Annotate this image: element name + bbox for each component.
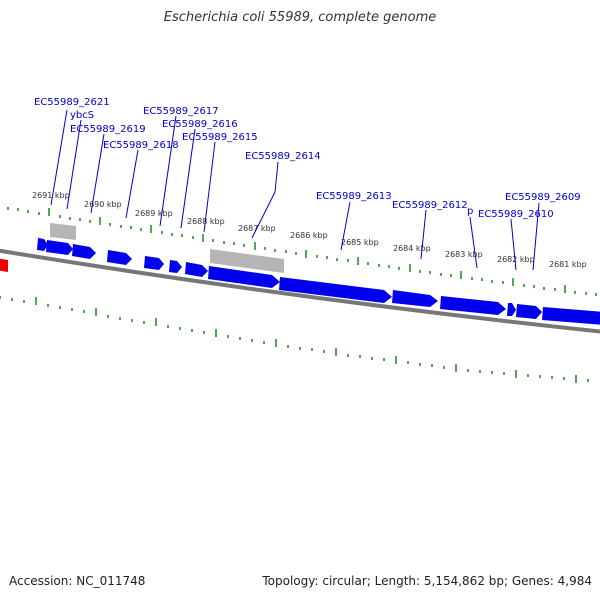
gene-label-ec55989-2613[interactable]: EC55989_2613 bbox=[316, 191, 392, 202]
gene-arrow-2[interactable] bbox=[46, 240, 73, 255]
leader-line bbox=[125, 149, 139, 219]
map-title: Escherichia coli 55989, complete genome bbox=[163, 10, 437, 25]
gene-label-ec55989-2610[interactable]: EC55989_2610 bbox=[478, 209, 554, 220]
gene-arrow-10[interactable] bbox=[392, 290, 438, 307]
gene-label-ec55989-2617[interactable]: EC55989_2617 bbox=[143, 106, 219, 117]
gene-arrow-7[interactable] bbox=[185, 262, 208, 277]
gray-feature-2 bbox=[210, 249, 284, 273]
gene-label-p[interactable]: p bbox=[467, 206, 473, 217]
kbp-label: 2691 kbp bbox=[32, 191, 70, 200]
leader-line bbox=[203, 141, 216, 233]
leader-line bbox=[90, 133, 105, 214]
gene-arrow-6[interactable] bbox=[169, 260, 182, 273]
gene-leader-lines bbox=[50, 109, 540, 271]
gene-arrow-1[interactable] bbox=[37, 238, 48, 251]
gene-label-ec55989-2615[interactable]: EC55989_2615 bbox=[182, 132, 258, 143]
gene-arrow-3[interactable] bbox=[72, 244, 96, 259]
leader-line bbox=[159, 115, 177, 227]
leader-line bbox=[50, 109, 68, 206]
gene-arrow-14[interactable] bbox=[542, 307, 600, 325]
kbp-label: 2689 kbp bbox=[135, 209, 173, 218]
gene-arrow-12[interactable] bbox=[507, 303, 516, 316]
gene-arrow-8[interactable] bbox=[208, 266, 280, 288]
gene-arrow-11[interactable] bbox=[440, 296, 506, 315]
gene-label-ec55989-2621[interactable]: EC55989_2621 bbox=[34, 97, 110, 108]
kbp-label: 2686 kbp bbox=[290, 231, 328, 240]
genome-backbone bbox=[0, 248, 600, 334]
leader-line bbox=[469, 216, 478, 269]
gene-label-ybcs[interactable]: ybcS bbox=[70, 110, 94, 121]
gene-arrow-9[interactable] bbox=[279, 277, 392, 303]
kbp-label: 2688 kbp bbox=[187, 217, 225, 226]
leader-line bbox=[180, 128, 196, 229]
kbp-label: 2681 kbp bbox=[549, 260, 587, 269]
leader-line bbox=[532, 202, 540, 271]
leader-line bbox=[420, 209, 427, 260]
kbp-ruler-lower bbox=[0, 296, 589, 383]
kbp-label: 2682 kbp bbox=[497, 255, 535, 264]
leader-line bbox=[274, 161, 279, 193]
leader-line bbox=[251, 191, 276, 239]
kbp-label: 2684 kbp bbox=[393, 244, 431, 253]
gene-arrow-13[interactable] bbox=[516, 304, 542, 319]
gene-label-ec55989-2618[interactable]: EC55989_2618 bbox=[103, 140, 179, 151]
gray-feature-1 bbox=[50, 223, 76, 240]
genome-stats-label: Topology: circular; Length: 5,154,862 bp… bbox=[262, 574, 592, 588]
gene-label-ec55989-2609[interactable]: EC55989_2609 bbox=[505, 192, 581, 203]
leader-line bbox=[510, 218, 517, 271]
kbp-label: 2683 kbp bbox=[445, 250, 483, 259]
accession-label: Accession: NC_011748 bbox=[9, 574, 146, 588]
red-feature bbox=[0, 258, 8, 272]
gene-label-ec55989-2616[interactable]: EC55989_2616 bbox=[162, 119, 238, 130]
kbp-label: 2690 kbp bbox=[84, 200, 122, 209]
gene-label-ec55989-2614[interactable]: EC55989_2614 bbox=[245, 151, 321, 162]
kbp-ruler-upper bbox=[7, 207, 597, 296]
leader-line bbox=[340, 201, 351, 251]
gene-label-ec55989-2612[interactable]: EC55989_2612 bbox=[392, 200, 468, 211]
gene-label-ec55989-2619[interactable]: EC55989_2619 bbox=[70, 124, 146, 135]
gene-arrow-4[interactable] bbox=[107, 250, 132, 265]
leader-line bbox=[66, 119, 82, 210]
gene-arrow-5[interactable] bbox=[144, 256, 164, 270]
kbp-label: 2685 kbp bbox=[341, 238, 379, 247]
